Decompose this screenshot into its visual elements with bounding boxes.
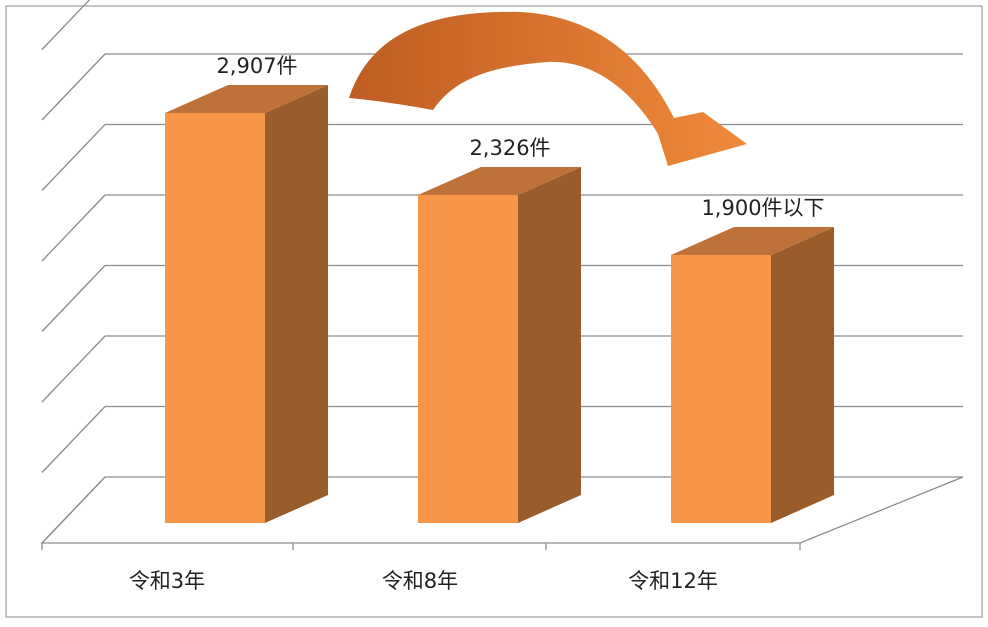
bar-front [418, 194, 518, 523]
data-label: 1,900件以下 [701, 196, 824, 220]
gridline-left [41, 124, 106, 191]
bar-front [671, 255, 771, 524]
gridline-left [41, 0, 91, 50]
bar-side [518, 166, 581, 523]
bar-top [671, 227, 834, 256]
bar-top [165, 85, 328, 113]
bar-top [418, 166, 581, 195]
data-label: 2,326件 [469, 136, 550, 160]
bar-2 [418, 166, 581, 523]
gridline-left [41, 406, 106, 473]
x-tick-label: 令和8年 [382, 569, 458, 593]
bar-front [165, 113, 265, 523]
bar-1 [165, 85, 328, 523]
x-tick-label: 令和3年 [129, 569, 205, 593]
gridline-left [41, 335, 106, 403]
bar-side [771, 227, 834, 524]
bar-side [265, 85, 328, 523]
chart-floor [40, 476, 964, 544]
gridline-left [41, 265, 106, 332]
data-labels: 2,907件 2,326件 1,900件以下 [216, 54, 824, 220]
x-axis: 令和3年 令和8年 令和12年 [41, 543, 801, 593]
x-tick-label: 令和12年 [628, 569, 718, 593]
decrease-arrow-icon [349, 11, 747, 166]
gridline-left [41, 194, 106, 262]
data-label: 2,907件 [216, 54, 297, 78]
bar-3 [671, 227, 834, 524]
bars [165, 85, 834, 524]
gridline-left [41, 53, 106, 121]
